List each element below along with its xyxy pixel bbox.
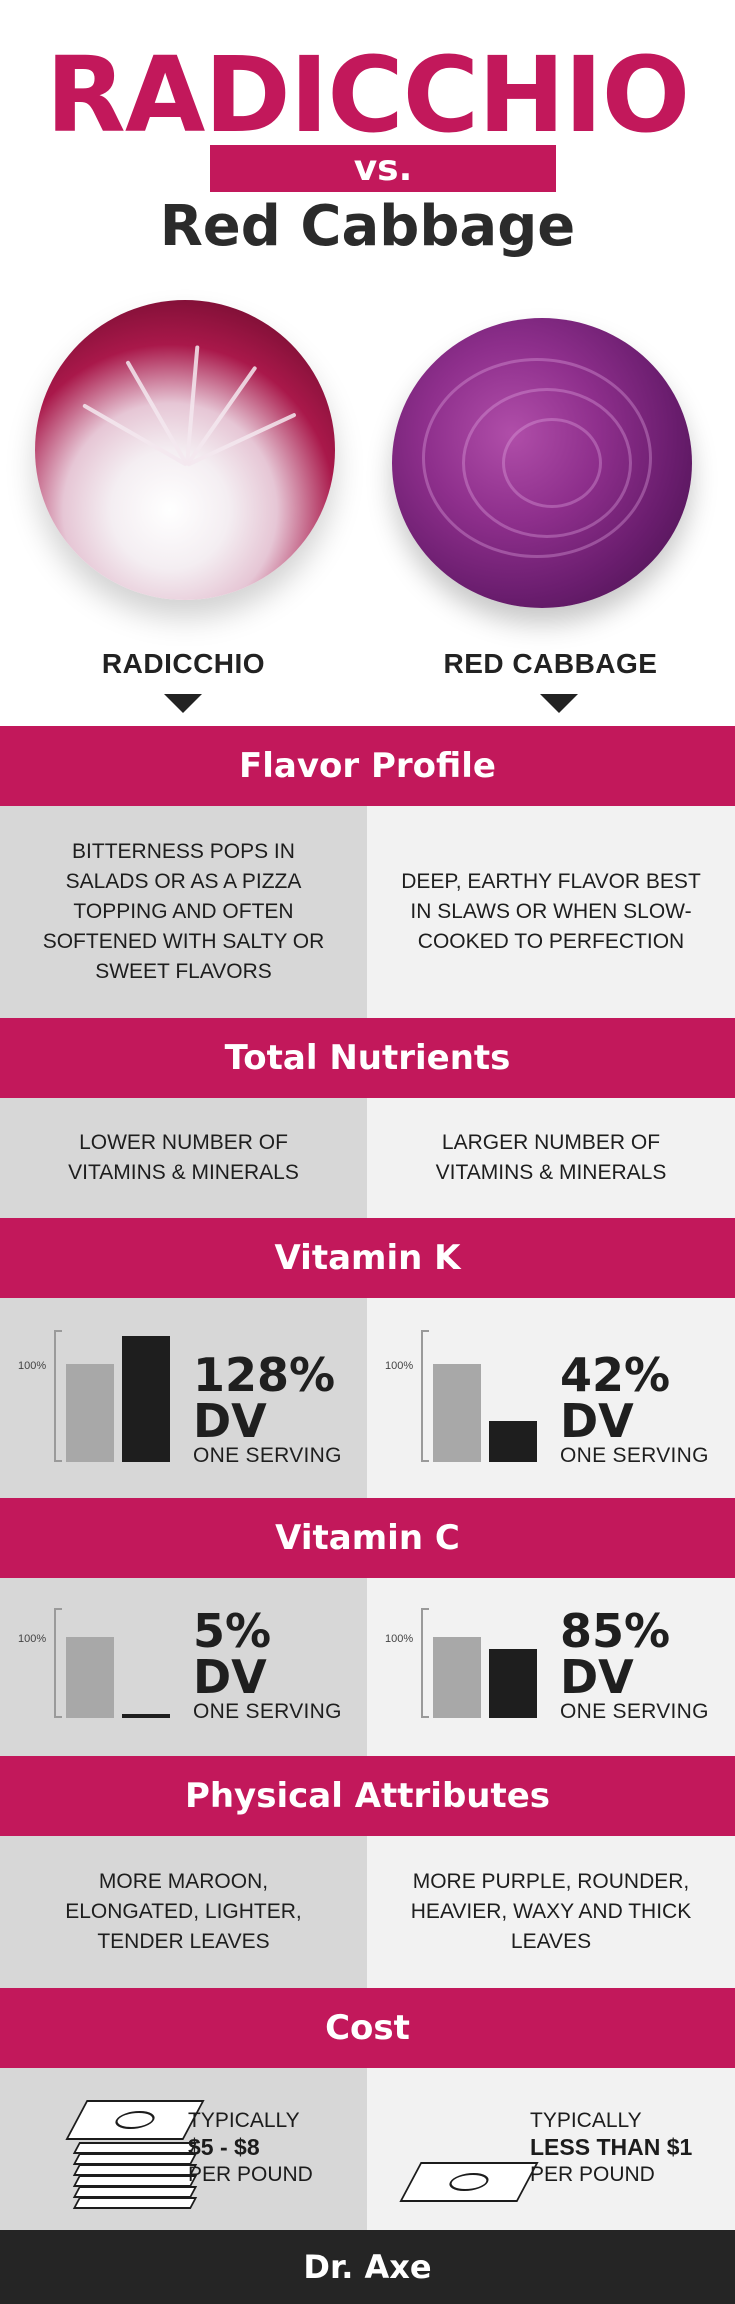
bill-oval [111, 2111, 159, 2129]
chart-value-bar [489, 1420, 537, 1462]
nutrients-radicchio-text: Lower number of vitamins & minerals [68, 1131, 299, 1184]
chart-axis-bracket [421, 1608, 429, 1718]
physical-red-cabbage: More purple, rounder, heavier, waxy and … [367, 1836, 735, 1988]
chart-value-bar [122, 1713, 170, 1718]
bill-oval [445, 2173, 493, 2191]
section-title-flavor: Flavor Profile [0, 726, 735, 806]
vitamin-k-red-cabbage-dv: DV [560, 1394, 634, 1448]
chart-reference-bar [433, 1636, 481, 1718]
label-red-cabbage: RED CABBAGE [443, 648, 658, 679]
physical-radicchio: More maroon, elongated, lighter, tender … [0, 1836, 367, 1988]
footer-brand: Dr. Axe [0, 2230, 735, 2304]
vitamin-c-chart-radicchio: 100% [18, 1608, 178, 1722]
vitamin-c-radicchio-dv: DV [193, 1650, 267, 1704]
nutrients-red-cabbage-text: Larger number of vitamins & minerals [435, 1131, 667, 1184]
vitamin-k-radicchio-serving: ONE SERVING [193, 1444, 342, 1467]
chart-100-label: 100% [18, 1359, 47, 1372]
physical-radicchio-text: More maroon, elongated, lighter, tender … [65, 1870, 302, 1953]
cost-red-cabbage-text: TYPICALLY LESS THAN $1 PER POUND [530, 2107, 692, 2188]
label-radicchio: RADICCHIO [101, 648, 266, 679]
cost-radicchio-price: $5 - $8 [188, 2134, 260, 2160]
chart-100-label: 100% [385, 1632, 414, 1645]
vitamin-c-radicchio [0, 1578, 367, 1756]
cabbage-leaf [422, 358, 652, 558]
section-title-cost: Cost [0, 1988, 735, 2068]
cabbage-leaf [502, 418, 602, 508]
chart-axis-bracket [54, 1608, 62, 1718]
money-stack-icon [65, 2100, 205, 2210]
vitamin-c-red-cabbage-dv: DV [560, 1650, 634, 1704]
physical-red-cabbage-text: More purple, rounder, heavier, waxy and … [410, 1870, 692, 1953]
vs-banner: vs. [210, 145, 556, 192]
vitamin-k-red-cabbage-pct: 42% [560, 1348, 671, 1402]
cost-red-cabbage [367, 2068, 735, 2230]
section-title-physical: Physical Attributes [0, 1756, 735, 1836]
flavor-red-cabbage: Deep, earthy flavor best in slaws or whe… [367, 806, 735, 1018]
bill-top [65, 2100, 205, 2140]
chart-100-label: 100% [385, 1359, 414, 1372]
section-title-nutrients: Total Nutrients [0, 1018, 735, 1098]
single-bill-icon [399, 2162, 539, 2212]
chart-100-label: 100% [18, 1632, 47, 1645]
down-arrow-icon [164, 694, 202, 713]
chart-reference-bar [66, 1363, 114, 1462]
page-title: RADICCHIO [45, 34, 690, 156]
radicchio-image [35, 300, 335, 600]
chart-reference-bar [66, 1636, 114, 1718]
vitamin-c-red-cabbage-serving: ONE SERVING [560, 1700, 709, 1723]
vitamin-c-radicchio-serving: ONE SERVING [193, 1700, 342, 1723]
section-title-vitamin-c: Vitamin C [0, 1498, 735, 1578]
cost-radicchio-line3: PER POUND [188, 2163, 313, 2186]
vitamin-k-radicchio-pct: 128% [193, 1348, 336, 1402]
vitamin-k-red-cabbage-serving: ONE SERVING [560, 1444, 709, 1467]
page-subtitle: Red Cabbage [159, 194, 576, 259]
down-arrow-icon [540, 694, 578, 713]
cost-red-cabbage-price: LESS THAN $1 [530, 2134, 693, 2160]
chart-axis-bracket [421, 1330, 429, 1462]
chart-axis-bracket [54, 1330, 62, 1462]
cost-red-cabbage-line3: PER POUND [530, 2163, 655, 2186]
section-title-vitamin-k: Vitamin K [0, 1218, 735, 1298]
flavor-radicchio-text: Bitterness pops in salads or as a pizza … [42, 840, 325, 983]
flavor-red-cabbage-text: Deep, earthy flavor best in slaws or whe… [401, 870, 701, 953]
cost-radicchio-line1: TYPICALLY [188, 2109, 300, 2132]
bill-top [399, 2162, 539, 2202]
vitamin-k-radicchio-dv: DV [193, 1394, 267, 1448]
cost-red-cabbage-line1: TYPICALLY [530, 2109, 642, 2132]
cabbage-leaf [462, 388, 632, 538]
vitamin-k-chart-radicchio: 100% [18, 1330, 178, 1466]
nutrients-radicchio: Lower number of vitamins & minerals [0, 1098, 367, 1218]
red-cabbage-image [392, 318, 692, 608]
vitamin-c-red-cabbage-pct: 85% [560, 1604, 671, 1658]
bill-layer [72, 2197, 198, 2209]
vitamin-c-red-cabbage [367, 1578, 735, 1756]
vitamin-c-chart-red-cabbage: 100% [385, 1608, 545, 1722]
chart-value-bar [489, 1648, 537, 1718]
flavor-radicchio: Bitterness pops in salads or as a pizza … [0, 806, 367, 1018]
chart-reference-bar [433, 1363, 481, 1462]
cost-radicchio-text: TYPICALLY $5 - $8 PER POUND [188, 2107, 313, 2188]
chart-value-bar [122, 1336, 170, 1462]
nutrients-red-cabbage: Larger number of vitamins & minerals [367, 1098, 735, 1218]
vitamin-k-chart-red-cabbage: 100% [385, 1330, 545, 1466]
vitamin-c-radicchio-pct: 5% [193, 1604, 272, 1658]
